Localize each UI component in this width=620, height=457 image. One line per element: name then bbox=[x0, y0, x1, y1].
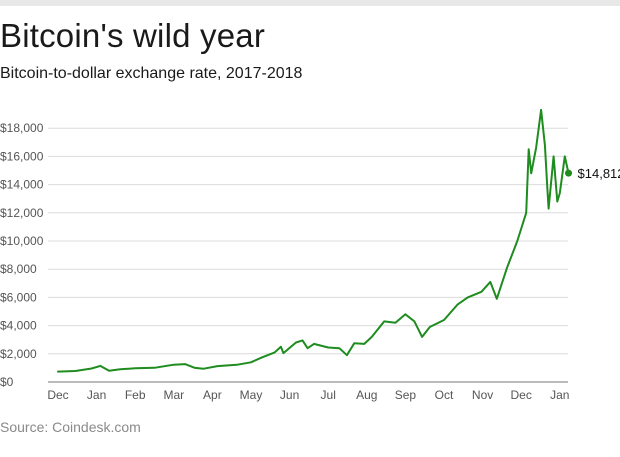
y-tick-label: $8,000 bbox=[0, 262, 37, 276]
source-note: Source: Coindesk.com bbox=[0, 419, 141, 435]
x-tick-label: Feb bbox=[125, 388, 146, 402]
x-tick-label: Jun bbox=[280, 388, 299, 402]
annotation-layer: $14,812 bbox=[565, 166, 620, 181]
y-tick-label: $16,000 bbox=[0, 149, 44, 163]
x-tick-label: Dec bbox=[47, 388, 68, 402]
x-tick-label: Jul bbox=[321, 388, 336, 402]
series-line bbox=[57, 108, 570, 373]
y-tick-label: $4,000 bbox=[0, 319, 37, 333]
x-tick-label: Sep bbox=[395, 388, 417, 402]
x-axis-tick-labels: Dec Jan Feb Mar Apr May Jun Jul Aug Sep Oct Nov Dec J… bbox=[47, 388, 569, 402]
chart-title: Bitcoin's wild year bbox=[0, 17, 266, 54]
x-tick-label: Mar bbox=[163, 388, 184, 402]
endpoint-value-label: $14,812 bbox=[578, 166, 620, 181]
x-tick-label: Jan bbox=[550, 388, 569, 402]
y-tick-label: $2,000 bbox=[0, 347, 37, 361]
y-tick-label: $18,000 bbox=[0, 121, 44, 135]
x-tick-label: Nov bbox=[472, 388, 493, 402]
x-tick-label: Oct bbox=[435, 388, 454, 402]
x-tick-label: Dec bbox=[511, 388, 532, 402]
x-tick-label: Apr bbox=[203, 388, 222, 402]
x-tick-label: Aug bbox=[356, 388, 377, 402]
y-axis-tick-labels: $0 $2,000 $4,000 $6,000 $8,000 $10,000 $12,000… bbox=[0, 121, 44, 389]
chart-subtitle: Bitcoin-to-dollar exchange rate, 2017-20… bbox=[0, 65, 303, 82]
y-tick-label: $10,000 bbox=[0, 234, 44, 248]
y-tick-label: $14,000 bbox=[0, 178, 44, 192]
y-tick-label: $12,000 bbox=[0, 206, 44, 220]
gridlines bbox=[48, 127, 568, 355]
x-tick-label: May bbox=[240, 388, 263, 402]
endpoint-marker bbox=[565, 169, 573, 177]
y-tick-label: $0 bbox=[0, 375, 14, 389]
series-layer bbox=[57, 108, 570, 373]
x-tick-label: Jan bbox=[87, 388, 106, 402]
top-rule bbox=[0, 0, 620, 6]
y-tick-label: $6,000 bbox=[0, 290, 37, 304]
